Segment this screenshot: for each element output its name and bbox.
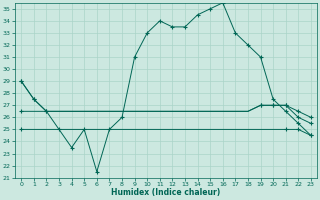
X-axis label: Humidex (Indice chaleur): Humidex (Indice chaleur) [111, 188, 221, 197]
